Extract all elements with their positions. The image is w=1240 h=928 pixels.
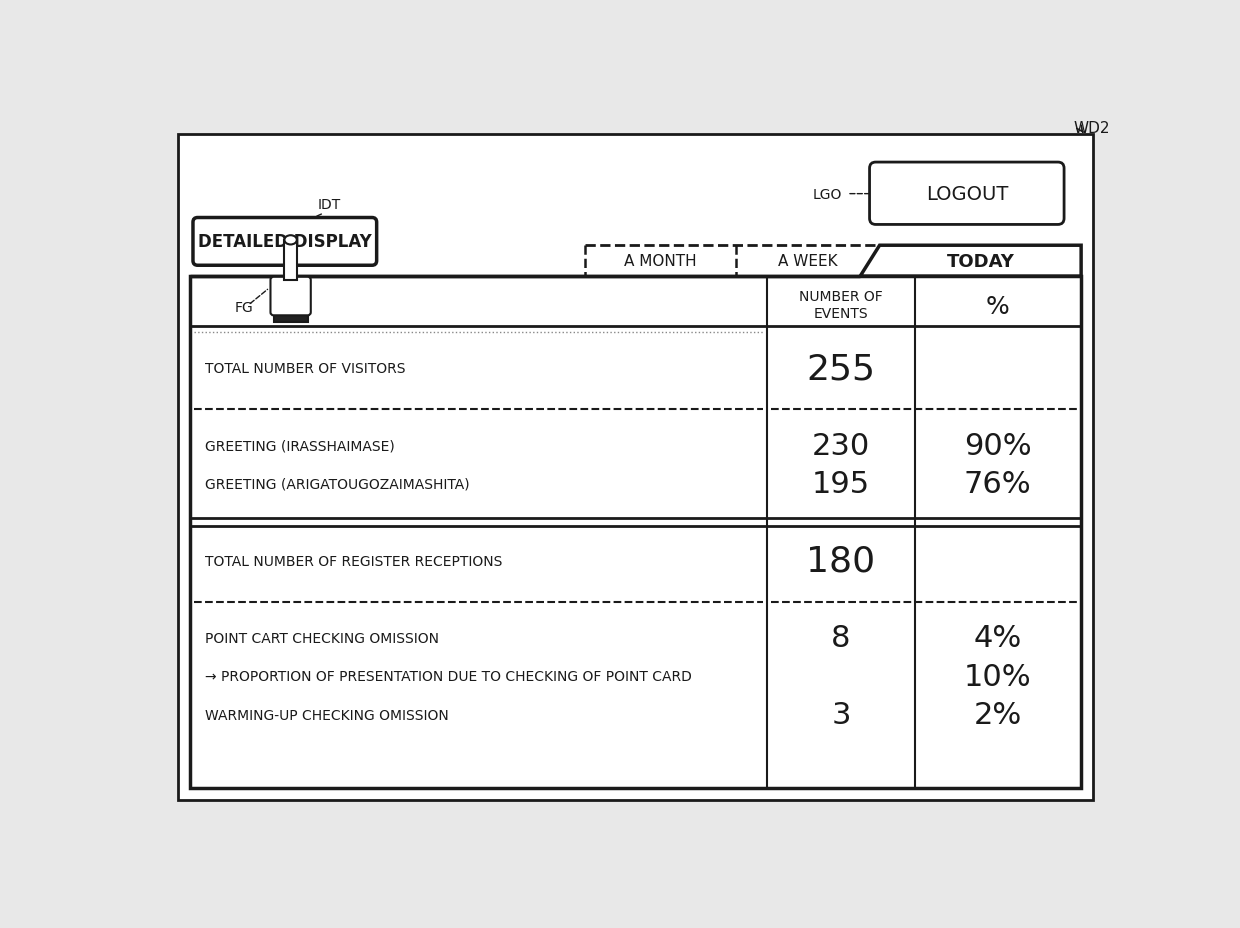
Text: 3: 3 [831,701,851,729]
Polygon shape [284,240,296,280]
Text: 10%: 10% [963,663,1032,691]
Polygon shape [861,246,1081,277]
Text: 180: 180 [806,545,875,578]
Text: 255: 255 [806,352,875,386]
Text: A WEEK: A WEEK [779,254,838,269]
FancyBboxPatch shape [190,277,1081,788]
FancyBboxPatch shape [193,218,377,266]
FancyBboxPatch shape [869,163,1064,226]
Text: WARMING-UP CHECKING OMISSION: WARMING-UP CHECKING OMISSION [206,708,449,722]
Text: TOTAL NUMBER OF VISITORS: TOTAL NUMBER OF VISITORS [206,362,405,376]
Text: GREETING (ARIGATOUGOZAIMASHITA): GREETING (ARIGATOUGOZAIMASHITA) [206,477,470,492]
Text: LOGOUT: LOGOUT [925,185,1008,203]
Text: TOTAL NUMBER OF REGISTER RECEPTIONS: TOTAL NUMBER OF REGISTER RECEPTIONS [206,554,502,568]
Text: 4%: 4% [973,624,1022,652]
Text: A MONTH: A MONTH [625,254,697,269]
Ellipse shape [284,236,296,245]
Text: 2%: 2% [973,701,1022,729]
Text: IDT: IDT [317,198,341,212]
Text: %: % [986,295,1009,318]
Text: NUMBER OF
EVENTS: NUMBER OF EVENTS [799,290,883,321]
Text: → PROPORTION OF PRESENTATION DUE TO CHECKING OF POINT CARD: → PROPORTION OF PRESENTATION DUE TO CHEC… [206,670,692,684]
FancyBboxPatch shape [270,277,311,316]
Polygon shape [274,312,308,323]
Text: LGO: LGO [813,187,842,201]
Text: 8: 8 [831,624,851,652]
FancyBboxPatch shape [179,135,1092,800]
Text: GREETING (IRASSHAIMASE): GREETING (IRASSHAIMASE) [206,439,396,453]
Text: TODAY: TODAY [946,252,1014,270]
Text: FG: FG [234,301,253,315]
Text: WD2: WD2 [1074,121,1110,135]
Text: 230: 230 [812,432,870,460]
Text: POINT CART CHECKING OMISSION: POINT CART CHECKING OMISSION [206,631,439,645]
Text: DETAILED DISPLAY: DETAILED DISPLAY [198,233,372,251]
Text: 195: 195 [812,470,870,499]
Text: 76%: 76% [963,470,1032,499]
Text: 90%: 90% [963,432,1032,460]
